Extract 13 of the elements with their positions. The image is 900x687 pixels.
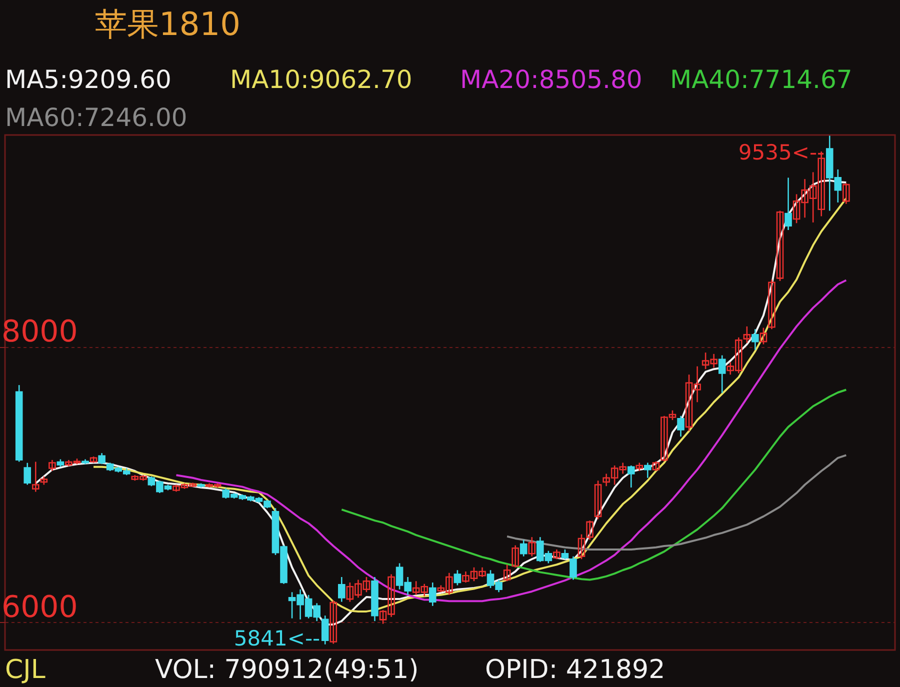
annotation: 5841<-- [234, 626, 320, 650]
annotation: 9535<-- [738, 140, 825, 165]
text: CJL [5, 655, 46, 685]
text: MA20:8505.80 [460, 65, 642, 94]
text: MA40:7714.67 [670, 65, 852, 94]
text: VOL: 790912(49:51) [155, 655, 419, 685]
text: MA10:9062.70 [230, 65, 412, 94]
chart-title: 苹果1810 [95, 5, 240, 43]
text: MA5:9209.60 [5, 65, 172, 94]
y-tick-label: 8000 [2, 314, 78, 350]
text: OPID: 421892 [485, 655, 666, 685]
y-tick-label: 6000 [2, 590, 78, 625]
text: MA60:7246.00 [5, 103, 188, 132]
